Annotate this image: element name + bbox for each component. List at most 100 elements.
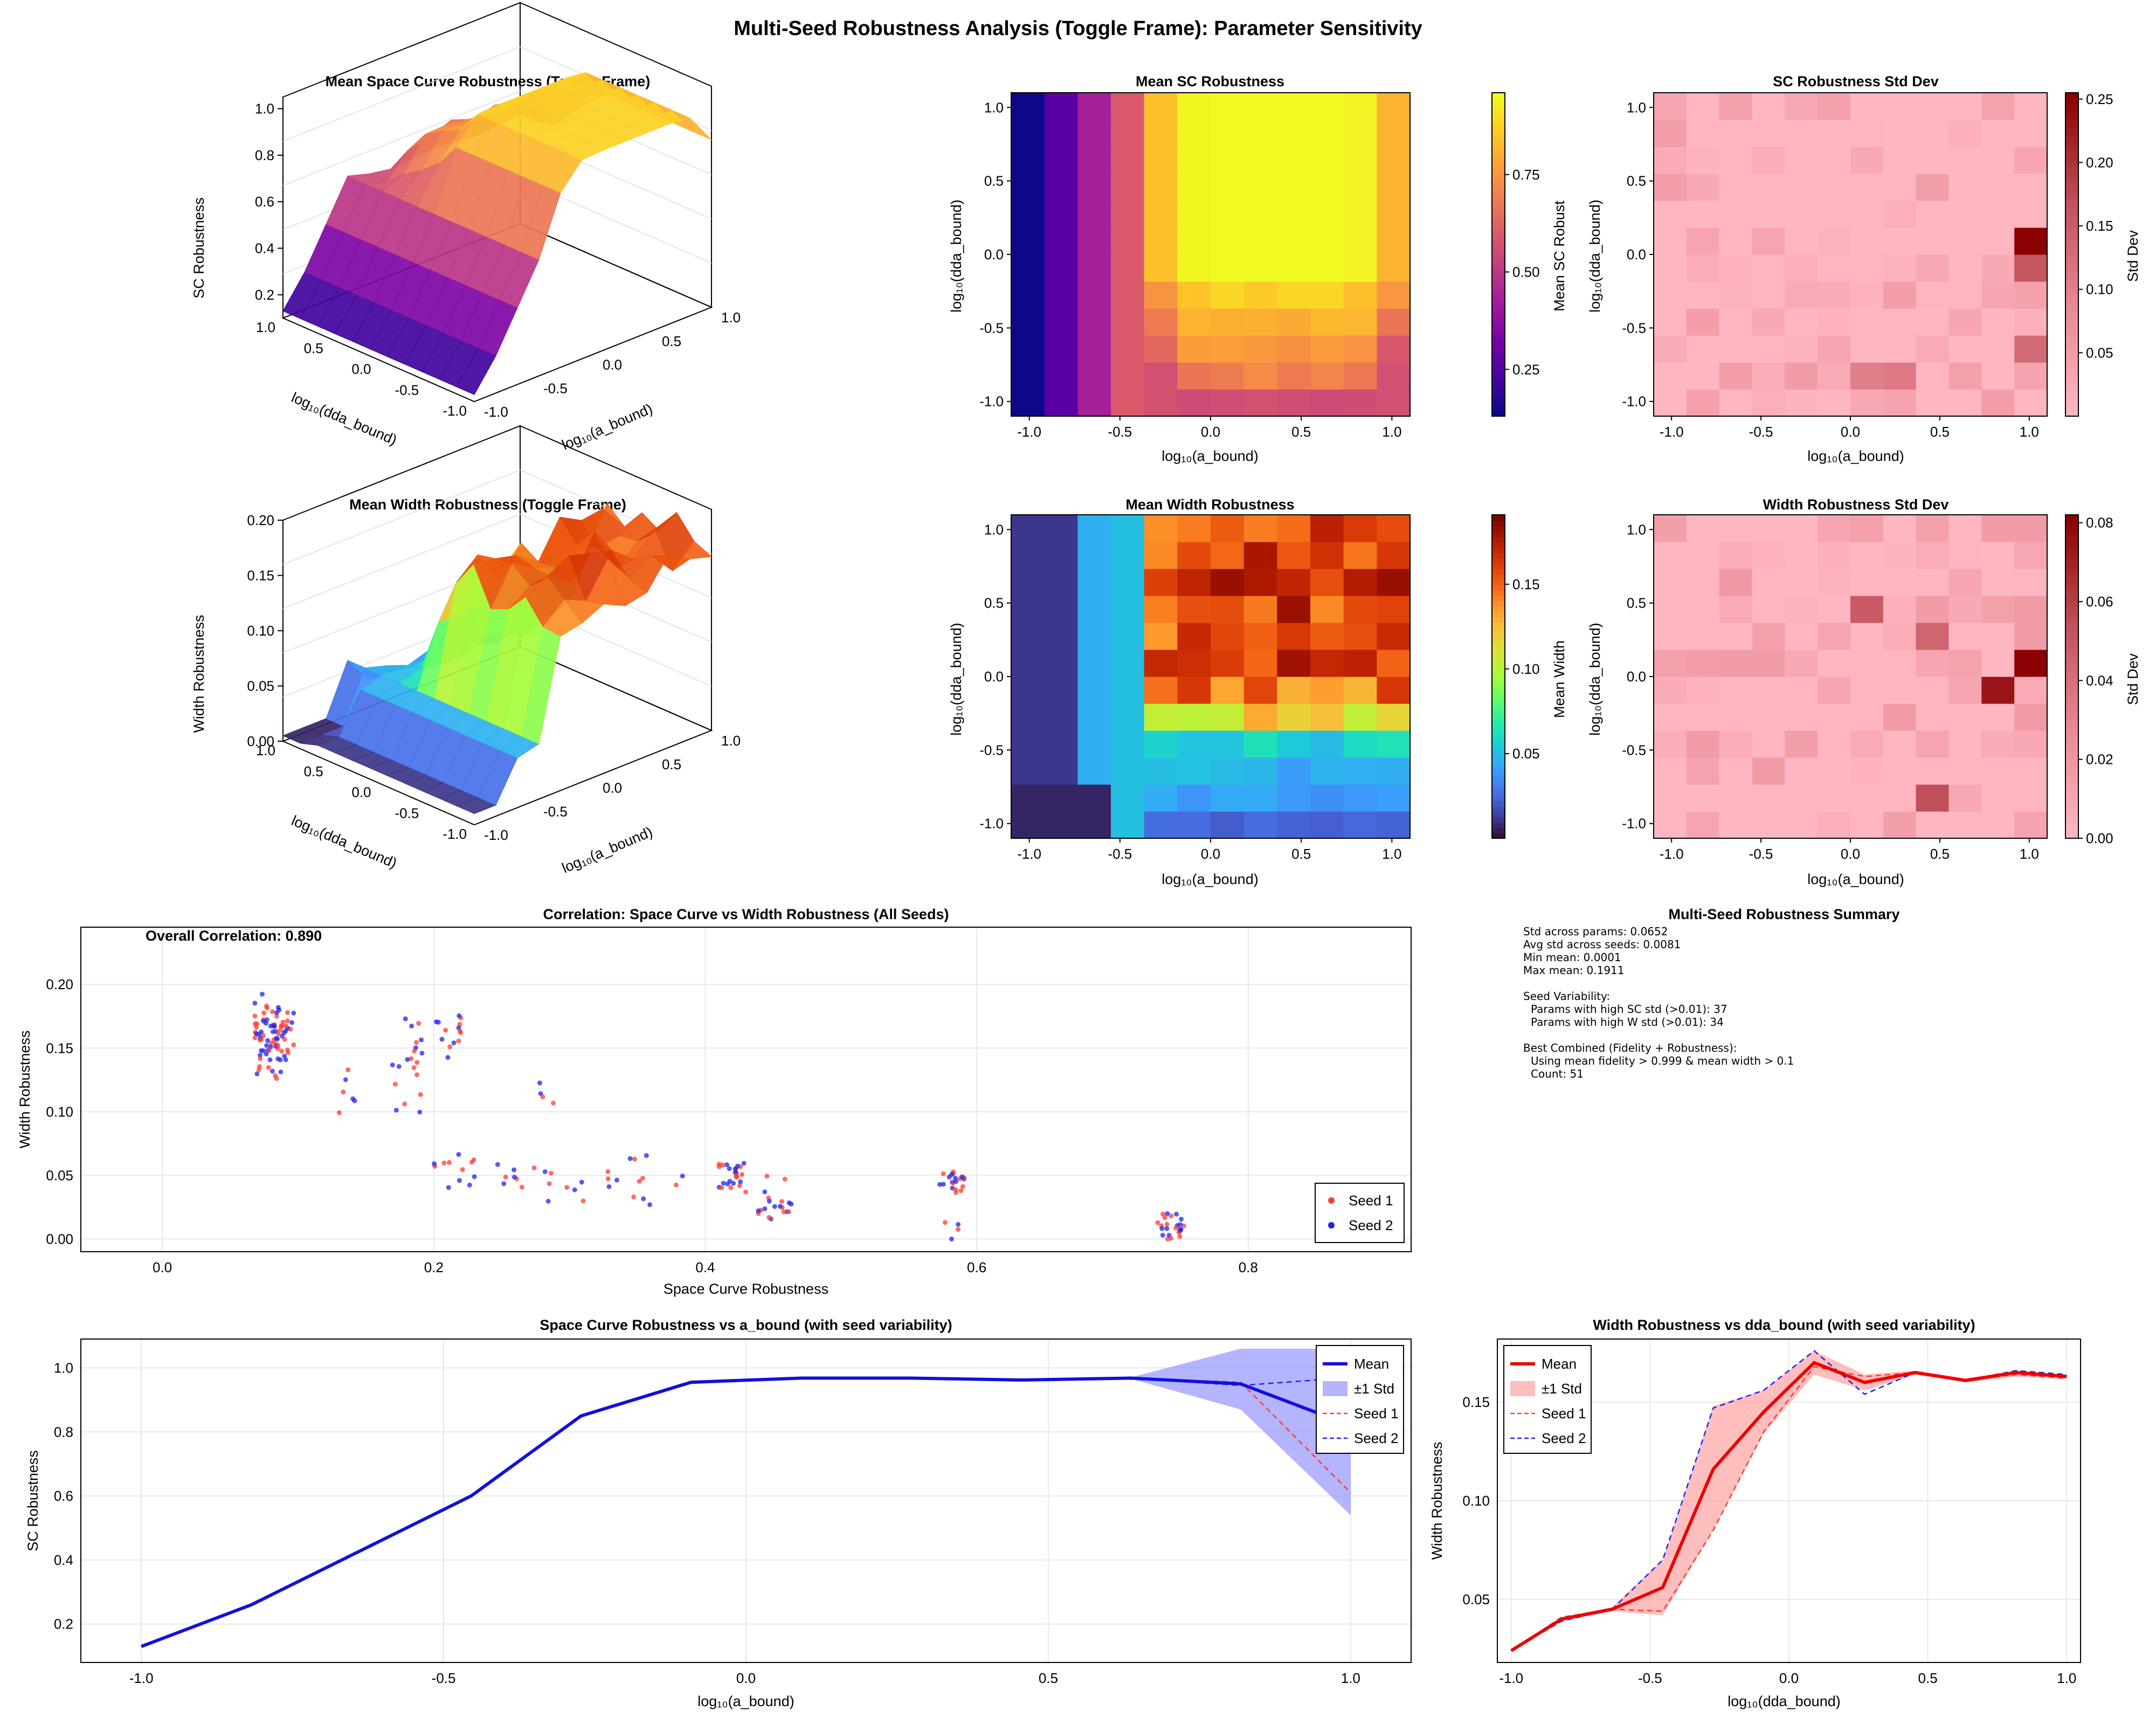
colorbar-segment [2065,779,2078,785]
heatmap-cell [1377,174,1411,201]
colorbar-segment [2065,136,2078,142]
mean-line [1510,1361,2067,1652]
seed2-point [267,1057,273,1062]
x-tick-label: 1.0 [1382,424,1401,440]
seed1-point [402,1101,407,1107]
heatmap-cell [1011,757,1045,785]
heatmap-cell [1177,542,1211,569]
x-tick-label: 0.5 [1930,424,1950,440]
heatmap-cell [1044,120,1078,147]
heatmap-cell [1343,120,1377,147]
x-tick-label: -0.5 [1638,1670,1662,1686]
colorbar-segment [2065,201,2078,206]
heatmap-cell [1981,730,2015,758]
heatmap-cell [1818,389,1851,417]
heatmap-cell [1916,254,1950,282]
seed2-point [456,1152,461,1157]
heatmap-cell [1243,362,1277,390]
seed1-point [285,1018,290,1024]
z-tick-label: 0.4 [255,240,274,257]
seed1-point [766,1215,772,1220]
heatmap-cell [2014,174,2048,201]
heatmap-cell [1177,227,1211,255]
colorbar-segment [1492,157,1505,163]
colorbar-segment [1492,682,1505,688]
heatmap-cell [1883,308,1917,336]
y-tick-label: -1.0 [1622,394,1646,410]
colorbar-segment [1492,779,1505,785]
heatmap-cell [1686,784,1720,812]
colorbar-segment [2065,601,2078,607]
correlation-panel: Correlation: Space Curve vs Width Robust… [17,906,1412,1297]
heatmap-cell [1243,569,1277,596]
colorbar-segment [2065,249,2078,255]
width-std-title: Width Robustness Std Dev [1763,496,1949,513]
heatmap-cell [1981,147,2015,174]
x-tick-label: -1.0 [1017,846,1041,862]
heatmap-cell [1981,120,2015,147]
heatmap-cell [1144,227,1178,255]
heatmap-cell [1111,703,1145,731]
heatmap-cell [1077,784,1111,812]
seed2-point [766,1198,772,1204]
colorbar-segment [1492,238,1505,244]
colorbar-segment [2065,227,2078,233]
width-surface-plot: 0.00 0.05 0.10 0.15 0.20 1.0 0.5 0.0 -0.5 -1.0 -1.… [247,425,741,843]
heatmap-cell [1654,308,1687,336]
seed2-point [264,1051,269,1057]
x-tick-label: 1.0 [2057,1670,2076,1686]
colorbar-segment [2065,195,2078,201]
colorbar-segment [2065,147,2078,153]
y-tick-label: -1.0 [979,394,1004,410]
heatmap-cell [1686,650,1720,677]
seed2-point [959,1174,965,1179]
x-tick-label: -1.0 [484,827,508,843]
heatmap-cell [1916,281,1950,309]
seed2-point [265,1038,271,1043]
colorbar-segment [1492,303,1505,309]
heatmap-cell [1211,811,1245,839]
heatmap-cell [1310,784,1344,812]
colorbar-segment [1492,536,1505,542]
seed2-point [627,1156,633,1161]
heatmap-cell [1948,308,1982,336]
heatmap-cell [1948,757,1982,785]
colorbar-segment [1492,341,1505,347]
heatmap-cell [1850,542,1884,569]
colorbar-segment [1492,644,1505,650]
heatmap-cell [1752,515,1785,542]
colorbar-segment [1492,725,1505,731]
colorbar-segment [1492,811,1505,817]
seed2-point [409,1023,414,1029]
colorbar-segment [1492,741,1505,747]
heatmap-cell [1111,335,1145,363]
heatmap-cell [1111,120,1145,147]
colorbar-segment [1492,542,1505,548]
seed2-point [270,1068,275,1074]
heatmap-cell [1850,147,1884,174]
colorbar-segment [1492,574,1505,580]
heatmap-cell [1686,201,1720,228]
heatmap-cell [1654,542,1687,569]
colorbar-segment [2065,606,2078,612]
colorbar-segment [2065,314,2078,320]
heatmap-cell [1177,308,1211,336]
heatmap-cell [1719,650,1753,677]
heatmap-cell [1686,120,1720,147]
heatmap-cell [1752,201,1785,228]
colorbar-segment [1492,276,1505,282]
heatmap-cell [1850,174,1884,201]
heatmap-cell [1044,703,1078,731]
seed2-point [291,1010,296,1016]
heatmap-cell [1686,811,1720,839]
heatmap-cell [1077,174,1111,201]
heatmap-cell [1310,93,1344,120]
heatmap-cell [1277,147,1311,174]
seed2-point [725,1181,730,1186]
heatmap-cell [1077,147,1111,174]
sc-heatmap-panel: Mean SC Robustness -1.0 -1.0 -0.5 -0.5 0.0 0.… [948,73,1567,464]
colorbar-segment [2065,98,2078,104]
seed1-point [640,1176,645,1181]
seed2-point [953,1179,959,1184]
heatmap-cell [1883,703,1917,731]
